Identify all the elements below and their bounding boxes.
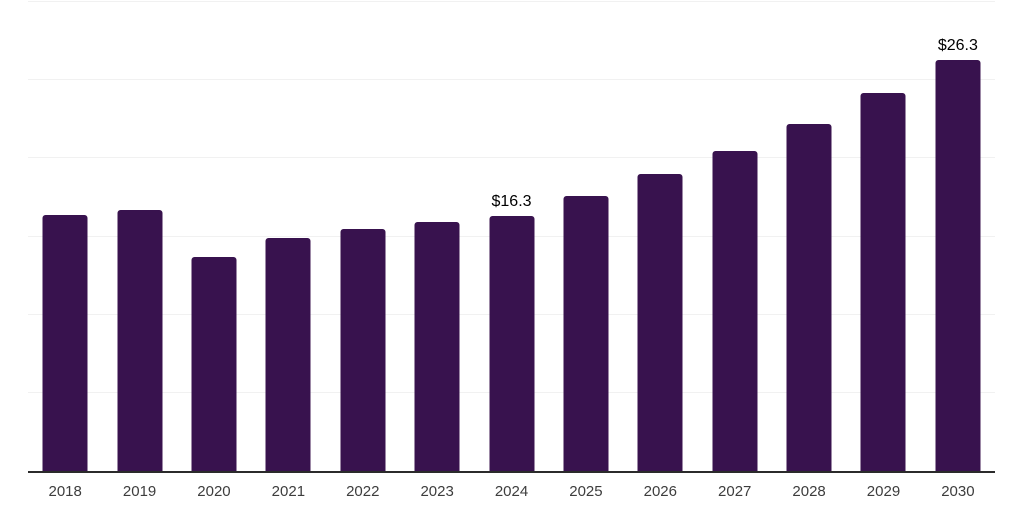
x-tick-label-2030: 2030 (941, 483, 975, 500)
bar-slot-2023 (400, 2, 474, 471)
gridline-25 (28, 79, 995, 81)
data-label-2030: $26.3 (937, 36, 978, 54)
bar-2030 (935, 59, 981, 471)
bar-2024 (489, 216, 535, 471)
bar-2022 (340, 228, 386, 471)
bars-container: $16.3 $26.3 (28, 2, 995, 471)
x-tick-label-2024: 2024 (494, 483, 529, 500)
x-tick-label-2018: 2018 (48, 483, 82, 500)
x-axis-line (28, 471, 995, 473)
bar-slot-2026 (623, 2, 697, 471)
x-tick-label-2029: 2029 (866, 483, 901, 500)
bar-slot-2021 (251, 2, 325, 471)
gridline-20 (28, 157, 995, 159)
plot-area: $16.3 $26.3 (28, 1, 995, 473)
bar-slot-2020 (177, 2, 251, 471)
x-tick-label-2028: 2028 (792, 483, 826, 500)
bar-2025 (563, 195, 609, 471)
x-tick-label-2022: 2022 (346, 483, 380, 500)
x-axis-labels: 2018 2019 2020 2021 2022 2023 2024 2025 2026 2027… (28, 483, 995, 500)
bar-slot-2030: $26.3 (921, 2, 995, 471)
bar-2023 (414, 222, 460, 471)
bar-slot-2025 (549, 2, 623, 471)
gridline-30 (28, 1, 995, 2)
bar-slot-2022 (326, 2, 400, 471)
x-tick-label-2019: 2019 (122, 483, 157, 500)
bar-slot-2024: $16.3 (474, 2, 548, 471)
bar-slot-2027 (698, 2, 772, 471)
bar-slot-2019 (102, 2, 176, 471)
bar-2020 (191, 256, 237, 471)
bar-slot-2018 (28, 2, 102, 471)
bar-slot-2028 (772, 2, 846, 471)
bar-2019 (117, 209, 163, 471)
bar-2026 (637, 173, 683, 471)
x-tick-label-2020: 2020 (197, 483, 231, 500)
bar-2021 (265, 238, 311, 471)
bar-2029 (860, 92, 906, 471)
x-tick-label-2021: 2021 (271, 483, 306, 500)
x-tick-label-2027: 2027 (718, 483, 752, 500)
bar-2028 (786, 123, 832, 471)
bar-2018 (42, 214, 88, 471)
x-tick-label-2026: 2026 (643, 483, 677, 500)
bar-slot-2029 (846, 2, 920, 471)
data-label-2024: $16.3 (491, 193, 532, 211)
x-tick-label-2023: 2023 (420, 483, 454, 500)
bar-2027 (712, 150, 758, 471)
x-tick-label-2025: 2025 (569, 483, 603, 500)
